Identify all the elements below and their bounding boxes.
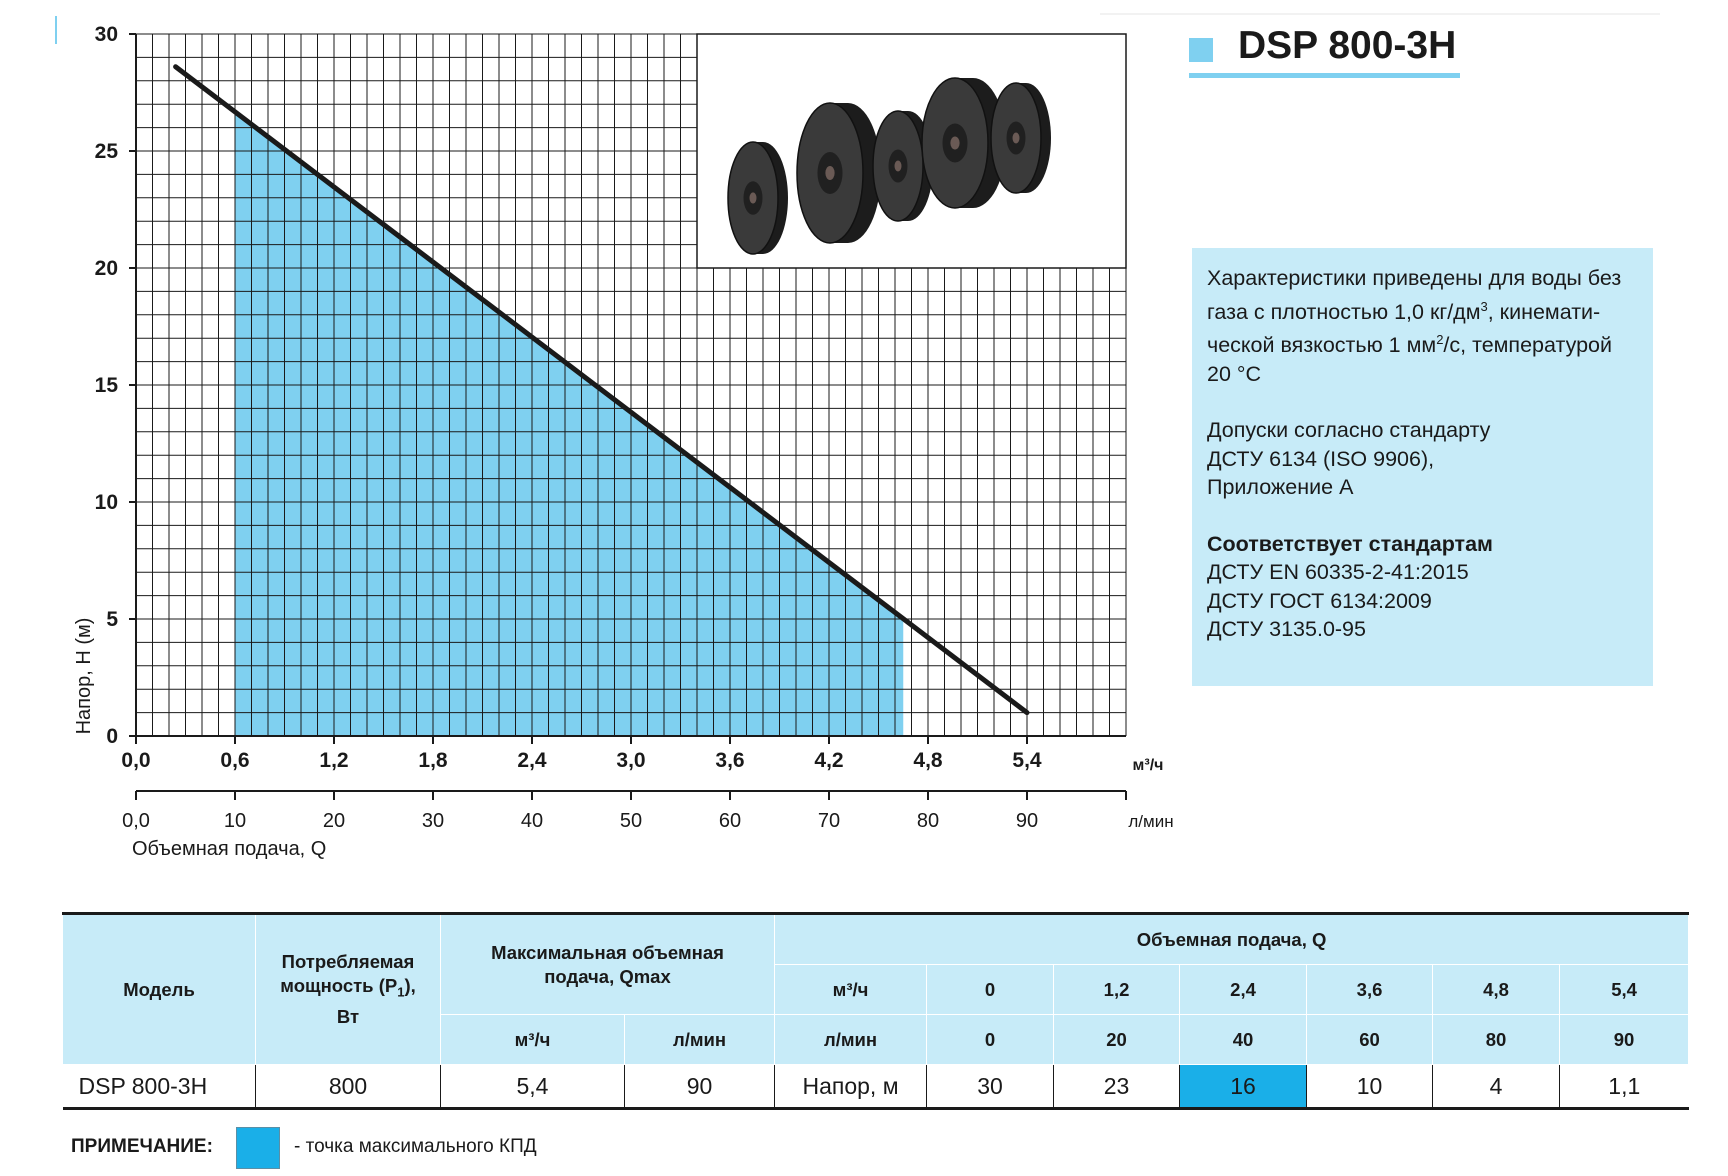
y-tick-label: 30 <box>95 23 118 46</box>
qmax-header-cell: Максимальная объемная подача, Qmax <box>439 913 776 1015</box>
x-unit-label: м³/ч <box>1133 757 1164 774</box>
impeller-bore <box>1012 132 1020 144</box>
x2-tick-label: 60 <box>719 810 741 832</box>
info-line: Характеристики приведены для воды без <box>1207 266 1622 290</box>
note-text: - точка максимального КПД <box>294 1136 537 1157</box>
impeller-bore <box>749 192 757 204</box>
x-tick-label: 1,2 <box>319 749 348 772</box>
x2-tick-label: 20 <box>323 810 345 832</box>
qmax-unit-lmin: л/мин <box>623 1014 776 1065</box>
head-label-cell: Напор, м <box>774 1064 927 1109</box>
model-cell: DSP 800-3H <box>62 1064 256 1109</box>
flow-m3h-cell: 4,8 <box>1432 964 1561 1015</box>
table-row: DSP 800-3H 800 5,4 90 Напор, м 30 23 16 … <box>62 1064 1689 1109</box>
standards-title: Соответствует стандартам <box>1207 531 1493 556</box>
standard-item: ДСТУ ГОСТ 6134:2009 <box>1207 588 1432 613</box>
flow-lmin-cell: 40 <box>1179 1014 1308 1065</box>
y-tick-label: 0 <box>106 725 118 748</box>
model-title: DSP 800-3H <box>1238 24 1457 67</box>
x-tick-label: 4,8 <box>913 749 943 772</box>
y-tick-label: 15 <box>95 374 119 397</box>
info-line: ДСТУ 6134 (ISO 9906), <box>1207 446 1435 471</box>
info-line: ческой вязкостью 1 мм2/с, температурой <box>1207 332 1612 358</box>
qmax-m3h-cell: 5,4 <box>440 1064 625 1109</box>
power-cell: 800 <box>255 1064 441 1109</box>
x-tick-label: 0,0 <box>121 749 150 772</box>
x2-tick-label: 10 <box>224 810 246 832</box>
qmax-unit-m3h: м³/ч <box>440 1014 625 1065</box>
head-cell: 10 <box>1306 1064 1433 1109</box>
y-tick-label: 25 <box>95 140 119 163</box>
head-flow-curve <box>173 64 1030 716</box>
impeller-disk <box>872 110 933 222</box>
head-cell-max-efficiency: 16 <box>1179 1064 1307 1109</box>
table-header-row: м³/ч л/мин л/мин 0 20 40 60 80 90 <box>63 1014 1690 1065</box>
x-tick-label: 1,8 <box>418 749 448 772</box>
info-line: 20 °C <box>1207 361 1262 386</box>
impeller-bore <box>950 136 960 150</box>
head-cell: 23 <box>1053 1064 1180 1109</box>
flow-lmin-cell: 80 <box>1432 1014 1561 1065</box>
note-label: ПРИМЕЧАНИЕ: <box>71 1136 213 1157</box>
pump-curve-chart: 0 5 10 15 20 25 30 0,0 0,6 1,2 1,8 2,4 3,0 3,6 4,2 4,8 5… <box>55 13 1660 860</box>
flow-unit-lmin: л/мин <box>774 1014 928 1065</box>
x-tick-label: 4,2 <box>814 749 843 772</box>
water-conditions-text: Характеристики приведены для воды без га… <box>1207 264 1638 388</box>
impeller-disk <box>796 102 881 244</box>
flow-header-cell: Объемная подача, Q <box>774 913 1690 965</box>
x2-tick-label: 0,0 <box>122 810 150 832</box>
flow-m3h-cell: 1,2 <box>1053 964 1181 1015</box>
impeller-disk <box>727 141 788 255</box>
model-underline <box>1189 73 1460 78</box>
standards-text: Соответствует стандартам ДСТУ EN 60335-2… <box>1207 530 1638 644</box>
info-line: Приложение А <box>1207 475 1354 500</box>
x-tick-label: 0,6 <box>220 749 249 772</box>
x2-tick-label: 30 <box>422 810 444 832</box>
x-tick-label: 3,6 <box>715 749 744 772</box>
y-axis-title: Напор, H (м) <box>73 618 95 735</box>
model-header-cell: Модель <box>62 913 256 1065</box>
impeller-bore <box>825 166 835 180</box>
flow-m3h-cell: 2,4 <box>1179 964 1308 1015</box>
flow-lmin-cell: 0 <box>926 1014 1055 1065</box>
x-tick-label: 2,4 <box>517 749 547 772</box>
y-tick-label: 20 <box>95 257 118 280</box>
info-line: Допуски согласно стандарту <box>1207 418 1491 443</box>
flow-m3h-cell: 5,4 <box>1559 964 1690 1015</box>
head-cell: 1,1 <box>1559 1064 1689 1109</box>
x2-tick-label: 90 <box>1016 810 1038 832</box>
flow-unit-m3h: м³/ч <box>774 964 928 1015</box>
impeller-disk <box>921 77 1006 209</box>
x2-unit-label: л/мин <box>1128 812 1173 831</box>
specification-table: Модель Потребляемая мощность (P1), Вт Ма… <box>62 912 1690 1110</box>
x-axis-title: Объемная подача, Q <box>132 838 326 860</box>
characteristics-info-box: Характеристики приведены для воды без га… <box>1192 248 1653 686</box>
flow-lmin-cell: 20 <box>1053 1014 1181 1065</box>
impeller-disk <box>990 82 1051 194</box>
head-cell: 4 <box>1432 1064 1560 1109</box>
flow-lmin-cell: 60 <box>1306 1014 1434 1065</box>
impeller-bore <box>894 160 902 172</box>
standard-item: ДСТУ EN 60335-2-41:2015 <box>1207 560 1469 585</box>
flow-lmin-cell: 90 <box>1559 1014 1690 1065</box>
qmax-lmin-cell: 90 <box>623 1064 775 1109</box>
x-tick-label: 5,4 <box>1012 749 1042 772</box>
table-header-row: Модель Потребляемая мощность (P1), Вт Ма… <box>62 913 1690 1065</box>
y-tick-label: 5 <box>106 608 118 631</box>
model-accent-square <box>1189 38 1213 62</box>
standard-item: ДСТУ 3135.0-95 <box>1207 617 1366 642</box>
note-swatch <box>236 1127 280 1169</box>
y-tick-label: 10 <box>95 491 118 514</box>
x2-tick-label: 40 <box>521 810 543 832</box>
flow-m3h-cell: 0 <box>926 964 1055 1015</box>
head-cell: 30 <box>926 1064 1054 1109</box>
x2-tick-label: 50 <box>620 810 642 832</box>
x2-tick-label: 80 <box>917 810 939 832</box>
x-tick-label: 3,0 <box>616 749 645 772</box>
flow-m3h-cell: 3,6 <box>1306 964 1434 1015</box>
x2-tick-label: 70 <box>818 810 840 832</box>
info-line: газа с плотностью 1,0 кг/дм3, кинемати- <box>1207 298 1601 324</box>
tolerances-text: Допуски согласно стандарту ДСТУ 6134 (IS… <box>1207 416 1638 502</box>
power-header-cell: Потребляемая мощность (P1), Вт <box>255 913 441 1065</box>
